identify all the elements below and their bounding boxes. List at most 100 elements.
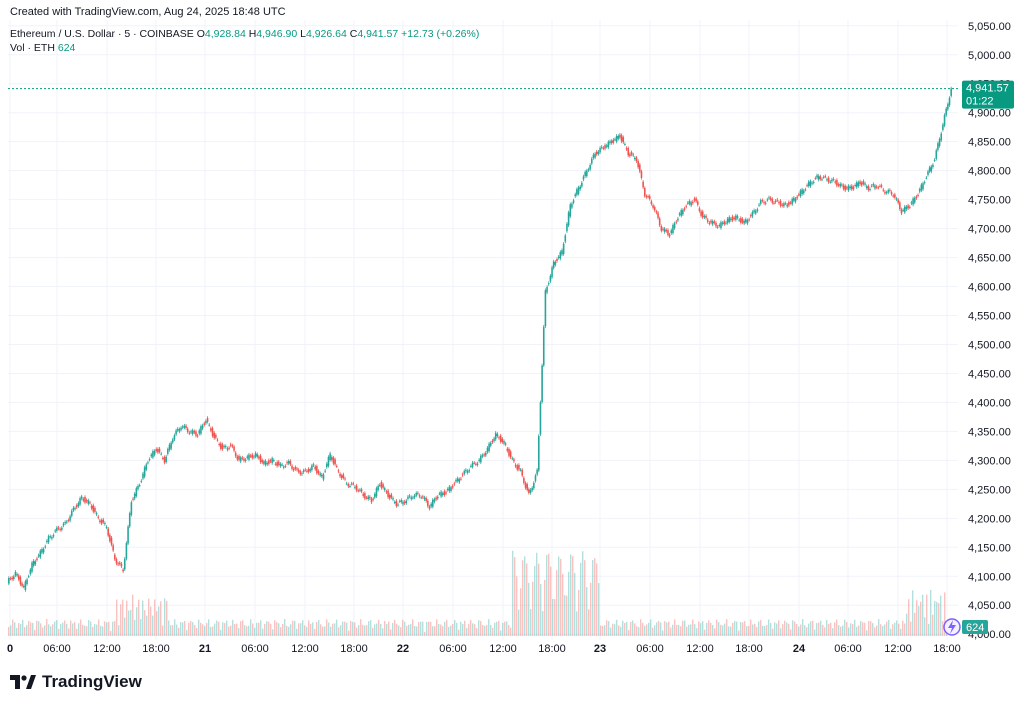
volume-bar	[466, 628, 468, 636]
volume-bar	[164, 598, 166, 636]
candle-body	[215, 434, 217, 438]
candle-body	[511, 458, 514, 460]
volume-bar	[834, 622, 836, 636]
candle-body	[405, 500, 408, 504]
volume-bar	[532, 581, 534, 636]
volume-bar	[152, 615, 154, 636]
candle-body	[65, 521, 68, 523]
volume-bar	[242, 620, 244, 636]
candle-body	[860, 182, 863, 186]
volume-bar	[134, 619, 136, 636]
volume-bar	[850, 623, 852, 636]
candle-body	[436, 496, 439, 499]
volume-bar	[944, 592, 946, 636]
volume-bar	[770, 623, 772, 636]
volume-bar	[692, 619, 694, 636]
candle-body	[365, 497, 368, 499]
volume-bar	[24, 627, 26, 636]
candle-body	[42, 548, 45, 553]
volume-bar	[78, 623, 80, 636]
volume-bar	[288, 626, 290, 636]
candle-body	[889, 189, 891, 191]
candle-body	[493, 438, 495, 441]
candle-body	[945, 108, 948, 116]
x-tick-label: 24	[793, 643, 806, 655]
candle-body	[935, 150, 938, 159]
candle-body	[372, 498, 374, 500]
candle-body	[799, 190, 802, 197]
candle-body	[672, 225, 674, 234]
candle-body	[400, 499, 403, 502]
volume-bar	[548, 553, 550, 636]
candle-body	[658, 218, 661, 226]
candle-body	[541, 365, 543, 402]
candle-body	[417, 492, 419, 494]
volume-bar	[748, 626, 750, 636]
candle-body	[802, 190, 805, 194]
candle-body	[249, 455, 252, 457]
candle-body	[274, 463, 277, 465]
volume-bar	[496, 621, 498, 636]
candle-body	[114, 554, 116, 560]
candle-body	[627, 148, 630, 156]
volume-bar	[238, 627, 240, 636]
price-series	[8, 86, 952, 592]
volume-bar	[650, 619, 652, 636]
candle-body	[776, 199, 779, 201]
candle-body	[698, 208, 701, 211]
volume-bar	[402, 619, 404, 636]
candle-body	[559, 251, 562, 259]
candle-body	[554, 261, 557, 265]
volume-bar	[258, 622, 260, 636]
candle-body	[524, 483, 527, 488]
candle-body	[162, 457, 164, 459]
candle-body	[879, 185, 881, 187]
tradingview-brand[interactable]: TradingView	[10, 672, 142, 692]
volume-bar	[28, 620, 30, 636]
volume-bar	[126, 600, 128, 636]
volume-bar	[432, 626, 434, 636]
volume-bar	[676, 625, 678, 636]
volume-bar	[46, 619, 48, 636]
volume-bar	[670, 627, 672, 636]
volume-bar	[800, 624, 802, 636]
created-with-header: Created with TradingView.com, Aug 24, 20…	[10, 6, 286, 18]
candle-body	[788, 202, 790, 206]
volume-bar	[912, 590, 914, 636]
candle-body	[556, 259, 558, 262]
candle-body	[453, 483, 456, 485]
candle-body	[549, 275, 552, 282]
volume-bar	[610, 627, 612, 636]
candle-body	[647, 196, 649, 198]
volume-bar	[248, 625, 250, 636]
candle-body	[450, 487, 452, 491]
volume-bar	[568, 571, 570, 636]
y-tick-label: 4,750.00	[968, 195, 1011, 207]
candle-body	[425, 498, 427, 502]
candle-body	[599, 147, 601, 153]
candle-body	[662, 228, 664, 230]
candle-body	[501, 438, 504, 443]
volume-bar	[842, 625, 844, 636]
volume-bar	[72, 623, 74, 636]
volume-bar	[214, 623, 216, 636]
volume-bar	[614, 624, 616, 636]
x-tick-label: 06:00	[43, 643, 71, 655]
volume-bar	[98, 619, 100, 636]
volume-bar	[392, 623, 394, 636]
candle-body	[735, 215, 737, 220]
volume-bar	[854, 619, 856, 636]
candle-body	[849, 186, 851, 189]
volume-bar	[896, 620, 898, 636]
volume-bar	[728, 626, 730, 636]
lightning-icon[interactable]	[943, 618, 961, 636]
candle-body	[118, 562, 121, 564]
volume-bar	[416, 626, 418, 636]
candle-body	[327, 456, 330, 466]
volume-bar	[452, 623, 454, 636]
candle-body	[798, 194, 800, 196]
candle-body	[652, 205, 654, 208]
candle-body	[261, 460, 264, 463]
candle-body	[766, 199, 769, 201]
